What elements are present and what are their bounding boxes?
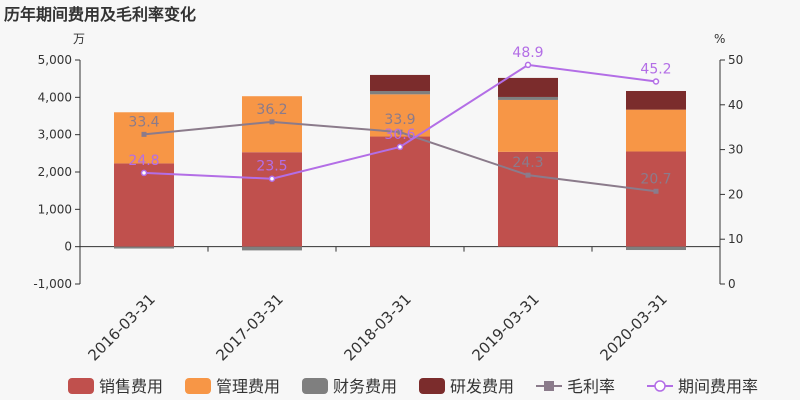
bar-4-segment xyxy=(370,74,430,91)
chart-title: 历年期间费用及毛利率变化 xyxy=(4,5,196,24)
line-2-point xyxy=(268,175,276,182)
legend-label-1: 销售费用 xyxy=(99,377,163,396)
line-1-data-label: 33.9 xyxy=(384,112,415,128)
right-tick-label: 30 xyxy=(728,143,743,157)
line-1-point xyxy=(141,131,147,137)
legend-label-4: 研发费用 xyxy=(450,377,514,396)
bar-3-segment xyxy=(242,246,302,251)
line-2-data-label: 30.6 xyxy=(384,127,415,143)
right-tick-label: 20 xyxy=(728,187,743,201)
left-tick-label: -1,000 xyxy=(33,277,72,291)
legend-label-5: 毛利率 xyxy=(567,377,615,396)
left-tick-label: 4,000 xyxy=(38,90,72,104)
line-1-data-label: 20.7 xyxy=(640,171,671,187)
bar-2-segment xyxy=(498,99,558,152)
line-2-point xyxy=(652,78,660,85)
bar-1-segment xyxy=(626,151,686,247)
plot-area: -1,000 0 1,000 2,000 3,000 4,000 5,000 0 10 20 30 4… xyxy=(33,45,743,365)
legend-swatch-2 xyxy=(185,378,211,394)
line-2-point xyxy=(140,169,148,177)
left-tick-label: 0 xyxy=(64,240,72,254)
line-2-point xyxy=(396,143,404,151)
bar-3-segment xyxy=(498,96,558,100)
bar-2-segment xyxy=(370,94,430,137)
line-2-point xyxy=(524,61,532,69)
category-label: 2018-03-31 xyxy=(340,290,414,364)
category-label: 2016-03-31 xyxy=(84,290,158,364)
left-tick-label: 3,000 xyxy=(38,128,72,142)
left-tick-label: 1,000 xyxy=(38,202,72,216)
legend[interactable]: 销售费用 管理费用 财务费用 研发费用 毛利率 期间费用率 xyxy=(68,377,758,396)
bar-1-segment xyxy=(242,152,302,247)
right-tick-label: 50 xyxy=(728,53,743,67)
category-label: 2020-03-31 xyxy=(596,290,670,364)
legend-marker-6 xyxy=(654,380,666,392)
legend-swatch-4 xyxy=(419,378,445,394)
bar-1-segment xyxy=(114,163,174,247)
bar-2-segment xyxy=(114,112,174,164)
line-2-data-label: 45.2 xyxy=(640,62,671,78)
line-1-data-label: 24.3 xyxy=(512,155,543,171)
line-1-point xyxy=(269,119,275,125)
right-tick-label: 40 xyxy=(728,98,743,112)
legend-marker-5 xyxy=(544,381,554,391)
bar-3-segment xyxy=(114,246,174,249)
line-2-data-label: 48.9 xyxy=(512,45,543,61)
bar-4-segment xyxy=(498,77,558,97)
bar-1-segment xyxy=(370,136,430,247)
line-1-data-label: 36.2 xyxy=(256,102,287,118)
line-1-point xyxy=(653,188,659,194)
category-label: 2017-03-31 xyxy=(212,290,286,364)
line-2-data-label: 23.5 xyxy=(256,159,287,175)
left-tick-label: 5,000 xyxy=(38,53,72,67)
bar-3-segment xyxy=(626,246,686,251)
bar-2-segment xyxy=(626,109,686,152)
legend-swatch-3 xyxy=(302,378,328,394)
legend-label-6: 期间费用率 xyxy=(678,377,758,396)
line-1-data-label: 33.4 xyxy=(128,114,159,130)
right-tick-label: 0 xyxy=(728,277,736,291)
right-tick-label: 10 xyxy=(728,232,743,246)
line-2-data-label: 24.8 xyxy=(128,153,159,169)
legend-swatch-1 xyxy=(68,378,94,394)
bar-4-segment xyxy=(626,90,686,110)
line-1-point xyxy=(397,129,403,135)
category-label: 2019-03-31 xyxy=(468,290,542,364)
bar-3-segment xyxy=(370,90,430,95)
legend-label-3: 财务费用 xyxy=(333,377,397,396)
right-axis-unit: % xyxy=(714,32,725,46)
legend-label-2: 管理费用 xyxy=(216,377,280,396)
left-axis-unit: 万 xyxy=(73,32,85,46)
left-tick-label: 2,000 xyxy=(38,165,72,179)
line-1-point xyxy=(525,172,531,178)
